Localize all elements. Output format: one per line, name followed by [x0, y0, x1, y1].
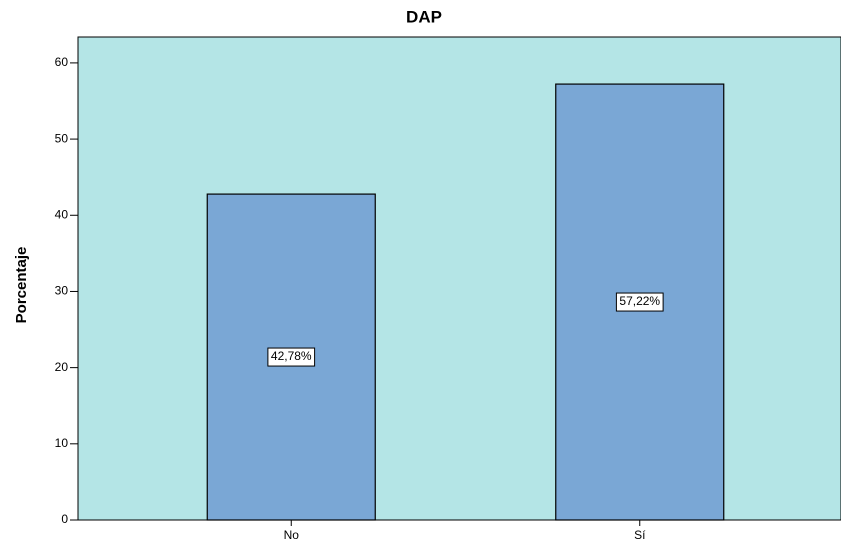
y-tick-label: 60 — [55, 55, 69, 69]
value-label: 57,22% — [619, 294, 660, 308]
value-label-box — [267, 347, 316, 367]
y-tick-label: 40 — [55, 207, 69, 221]
x-tick-label: Sí — [634, 528, 646, 542]
plot-area — [77, 36, 841, 521]
y-tick-label: 30 — [55, 284, 69, 298]
value-label-box — [615, 292, 664, 312]
x-tick-label: No — [284, 528, 300, 542]
y-tick-label: 50 — [55, 131, 69, 145]
chart-title: DAP — [406, 7, 442, 26]
value-label: 42,78% — [271, 349, 312, 363]
y-tick-label: 10 — [55, 436, 69, 450]
y-tick-label: 0 — [61, 512, 68, 526]
y-tick-label: 20 — [55, 360, 69, 374]
y-axis-label: Porcentaje — [13, 247, 30, 324]
